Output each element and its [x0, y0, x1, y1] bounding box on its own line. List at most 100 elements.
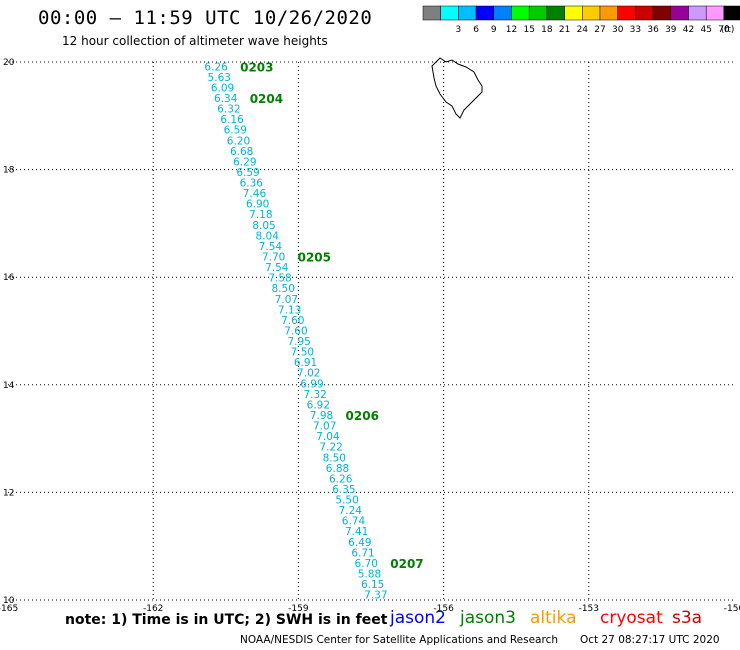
legend-swatch: [582, 5, 601, 21]
legend-swatch: [723, 5, 740, 21]
wave-height-label: 6.35: [332, 484, 355, 496]
wave-height-label: 5.63: [208, 72, 231, 84]
wave-height-label: 6.59: [236, 167, 259, 179]
x-tick-label: -153: [579, 604, 599, 614]
satellite-label: altika: [530, 608, 577, 628]
legend-swatch: [599, 5, 618, 21]
wave-height-label: 6.20: [227, 135, 250, 147]
legend-tick-label: 45: [700, 25, 711, 35]
x-tick-label: -156: [433, 604, 454, 614]
wave-height-label: 7.22: [319, 442, 342, 454]
wave-height-label: 6.99: [300, 378, 323, 390]
wave-height-label: 6.68: [230, 146, 253, 158]
legend-swatch: [546, 5, 565, 21]
y-tick-label: 18: [3, 166, 15, 176]
page-subtitle: 12 hour collection of altimeter wave hei…: [62, 34, 328, 48]
wave-height-label: 7.07: [275, 294, 298, 306]
wave-height-label: 6.71: [351, 547, 374, 559]
legend-tick-label: 39: [665, 25, 677, 35]
generated-timestamp: Oct 27 08:27:17 UTC 2020: [580, 634, 720, 646]
time-label: 0203: [240, 60, 273, 74]
wave-height-label: 7.58: [268, 273, 291, 285]
wave-height-label: 6.16: [220, 114, 244, 126]
legend-tick-label: 21: [559, 25, 570, 35]
legend-tick-label: 9: [491, 25, 497, 35]
page-title: 00:00 – 11:59 UTC 10/26/2020: [38, 7, 373, 29]
wave-height-label: 8.50: [272, 283, 295, 295]
legend-tick-label: 33: [630, 25, 641, 35]
legend-unit: (ft): [721, 25, 735, 35]
time-label: 0207: [390, 557, 423, 571]
legend-tick-label: 42: [683, 25, 694, 35]
wave-height-label: 7.50: [291, 347, 314, 359]
legend-tick-label: 3: [456, 25, 462, 35]
wave-height-label: 6.32: [217, 104, 240, 116]
wave-height-label: 5.50: [335, 495, 358, 507]
satellite-label: jason3: [460, 608, 516, 628]
legend-tick-label: 18: [541, 25, 553, 35]
wave-height-label: 6.36: [240, 178, 264, 190]
y-tick-label: 12: [3, 488, 14, 498]
wave-height-label: 7.32: [303, 389, 326, 401]
legend-swatch: [705, 5, 725, 21]
legend-tick-label: 70: [718, 25, 730, 35]
wave-height-label: 6.09: [211, 82, 234, 94]
wave-height-label: 8.50: [323, 452, 346, 464]
legend-swatch: [635, 5, 654, 21]
legend-tick-label: 12: [506, 25, 517, 35]
wave-height-label: 7.24: [339, 505, 363, 517]
wave-height-label: 6.15: [361, 579, 384, 591]
y-tick-label: 14: [3, 381, 15, 391]
legend-swatch: [475, 5, 495, 21]
wave-height-label: 7.13: [278, 304, 301, 316]
altimeter-track: 6.265.636.096.346.326.166.596.206.686.29…: [204, 60, 423, 601]
wave-height-label: 7.07: [313, 421, 336, 433]
wave-height-label: 7.60: [284, 325, 307, 337]
legend-swatch: [670, 5, 689, 21]
time-label: 0206: [346, 409, 379, 423]
x-tick-label: -165: [0, 604, 18, 614]
credit-text: NOAA/NESDIS Center for Satellite Applica…: [240, 634, 558, 646]
wave-height-label: 6.26: [329, 473, 353, 485]
wave-height-label: 6.49: [348, 537, 371, 549]
wave-height-label: 7.95: [287, 336, 310, 348]
wave-height-label: 8.05: [252, 220, 275, 232]
wave-height-label: 7.54: [265, 262, 289, 274]
legend-swatch: [688, 5, 707, 21]
legend-swatch: [458, 5, 477, 21]
wave-height-label: 5.88: [358, 568, 381, 580]
y-tick-label: 10: [3, 596, 15, 606]
wave-height-label: 6.74: [342, 516, 366, 528]
x-tick-label: -150: [724, 604, 740, 614]
wave-height-label: 7.04: [316, 431, 340, 443]
legend-swatch: [617, 5, 636, 21]
wave-height-label: 6.88: [326, 463, 349, 475]
time-label: 0204: [250, 92, 283, 106]
legend-tick-label: 30: [612, 25, 624, 35]
satellite-label: s3a: [672, 608, 703, 628]
y-tick-label: 20: [3, 58, 15, 68]
legend-swatch: [528, 5, 548, 21]
legend-swatch: [440, 5, 459, 21]
wave-height-label: 6.91: [294, 357, 317, 369]
legend-tick-label: 36: [647, 25, 659, 35]
wave-height-label: 7.37: [364, 590, 387, 602]
hawaii-island-outline: [431, 57, 483, 119]
legend-swatch: [493, 5, 512, 21]
legend-swatch: [511, 5, 530, 21]
legend-swatch: [564, 5, 583, 21]
legend-swatch: [652, 5, 672, 21]
legend-tick-label: 15: [523, 25, 534, 35]
y-tick-label: 16: [3, 273, 15, 283]
wave-height-label: 7.02: [297, 368, 320, 380]
wave-height-label: 7.18: [249, 209, 272, 221]
color-legend: 3 6 9 12 15 18 21 24 27 30 33 36 39 42 45 70(ft): [422, 5, 740, 35]
x-tick-label: -159: [288, 604, 309, 614]
axis-labels: -165 -162 -159 -156 -153 -150 20 18 16 14 12 10: [0, 58, 740, 614]
map-grid: [8, 61, 734, 601]
wave-height-label: 6.90: [246, 199, 269, 211]
satellite-label: cryosat: [600, 608, 663, 628]
wave-height-label: 6.92: [307, 399, 330, 411]
wave-height-label: 6.26: [204, 61, 228, 73]
